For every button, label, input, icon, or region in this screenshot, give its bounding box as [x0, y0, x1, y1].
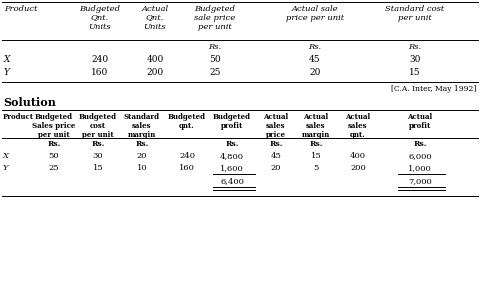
Text: Rs.: Rs.	[48, 140, 60, 148]
Text: Rs.: Rs.	[91, 140, 105, 148]
Text: 20: 20	[309, 68, 321, 77]
Text: 240: 240	[179, 152, 195, 160]
Text: 50: 50	[48, 152, 60, 160]
Text: 160: 160	[179, 164, 195, 172]
Text: Rs.: Rs.	[225, 140, 239, 148]
Text: 45: 45	[271, 152, 281, 160]
Text: 50: 50	[209, 55, 221, 64]
Text: Budgeted
cost
per unit: Budgeted cost per unit	[79, 113, 117, 139]
Text: 1,000: 1,000	[408, 164, 432, 172]
Text: 15: 15	[409, 68, 421, 77]
Text: Actual sale
price per unit: Actual sale price per unit	[286, 5, 344, 22]
Text: 10: 10	[137, 164, 147, 172]
Text: 1,600: 1,600	[220, 164, 244, 172]
Text: 15: 15	[93, 164, 103, 172]
Text: Y: Y	[3, 164, 9, 172]
Text: Actual
profit: Actual profit	[408, 113, 432, 130]
Text: Y: Y	[4, 68, 10, 77]
Text: 30: 30	[409, 55, 420, 64]
Text: 6,400: 6,400	[220, 177, 244, 185]
Text: 20: 20	[271, 164, 281, 172]
Text: Actual
sales
qnt.: Actual sales qnt.	[346, 113, 371, 139]
Text: Rs.: Rs.	[408, 43, 421, 51]
Text: 6,000: 6,000	[408, 152, 432, 160]
Text: Standard cost
per unit: Standard cost per unit	[385, 5, 444, 22]
Text: 4,800: 4,800	[220, 152, 244, 160]
Text: 400: 400	[146, 55, 164, 64]
Text: Budgeted
Sales price
per unit: Budgeted Sales price per unit	[32, 113, 76, 139]
Text: 25: 25	[209, 68, 221, 77]
Text: 7,000: 7,000	[408, 177, 432, 185]
Text: Actual
sales
margin: Actual sales margin	[302, 113, 330, 139]
Text: Rs.: Rs.	[309, 43, 322, 51]
Text: 200: 200	[146, 68, 164, 77]
Text: 5: 5	[313, 164, 319, 172]
Text: Product: Product	[4, 5, 37, 13]
Text: 45: 45	[309, 55, 321, 64]
Text: Budgeted
Qnt.
Units: Budgeted Qnt. Units	[80, 5, 120, 31]
Text: X: X	[4, 55, 11, 64]
Text: 15: 15	[311, 152, 322, 160]
Text: Rs.: Rs.	[413, 140, 427, 148]
Text: 30: 30	[93, 152, 103, 160]
Text: Budgeted
qnt.: Budgeted qnt.	[168, 113, 206, 130]
Text: [C.A. Inter, May 1992]: [C.A. Inter, May 1992]	[391, 85, 476, 93]
Text: Rs.: Rs.	[208, 43, 222, 51]
Text: 160: 160	[91, 68, 108, 77]
Text: Actual
Qnt.
Units: Actual Qnt. Units	[142, 5, 168, 31]
Text: 400: 400	[350, 152, 366, 160]
Text: 25: 25	[48, 164, 60, 172]
Text: Rs.: Rs.	[269, 140, 283, 148]
Text: 200: 200	[350, 164, 366, 172]
Text: Rs.: Rs.	[309, 140, 323, 148]
Text: Solution: Solution	[3, 97, 56, 108]
Text: Actual
sales
price: Actual sales price	[264, 113, 288, 139]
Text: Rs.: Rs.	[135, 140, 149, 148]
Text: 240: 240	[91, 55, 108, 64]
Text: 20: 20	[137, 152, 147, 160]
Text: Budgeted
profit: Budgeted profit	[213, 113, 251, 130]
Text: Standard
sales
margin: Standard sales margin	[124, 113, 160, 139]
Text: Product: Product	[3, 113, 34, 121]
Text: Budgeted
sale price
per unit: Budgeted sale price per unit	[194, 5, 236, 31]
Text: X: X	[3, 152, 9, 160]
